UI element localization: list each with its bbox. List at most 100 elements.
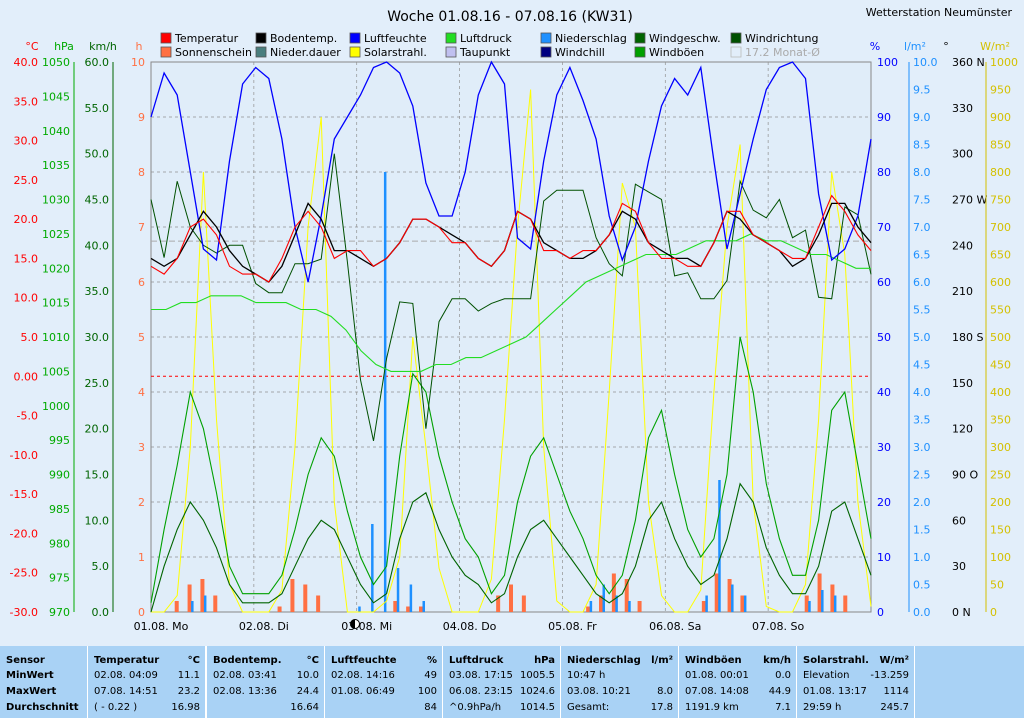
- axis-unit--right: °: [943, 40, 949, 53]
- station-name: Wetterstation Neumünster: [866, 6, 1013, 19]
- y-tick-label: 25.0: [14, 174, 39, 187]
- summary-max-time: 03.08. 10:21: [567, 686, 631, 697]
- sunshine-bar: [509, 584, 513, 612]
- y-tick-label: 950: [990, 84, 1011, 97]
- y-tick-label: 25.0: [85, 377, 110, 390]
- y-tick-label: 0 N: [952, 606, 971, 619]
- legend-label: Windböen: [649, 46, 704, 59]
- weather-chart: °C40.035.030.025.020.015.010.05.00.00-5.…: [10, 6, 1018, 633]
- y-tick-label: 975: [49, 572, 70, 585]
- y-tick-label: 7.5: [913, 194, 931, 207]
- sunshine-bar: [740, 595, 745, 612]
- y-tick-label: 90 O: [952, 469, 978, 482]
- y-tick-label: 5.5: [913, 304, 931, 317]
- y-tick-label: 750: [990, 194, 1011, 207]
- y-tick-label: 5.0: [21, 331, 39, 344]
- y-tick-label: 0.0: [913, 606, 931, 619]
- y-tick-label: 300: [990, 441, 1011, 454]
- sunshine-bar: [200, 579, 205, 612]
- legend-swatch: [160, 32, 172, 44]
- y-tick-label: 20: [877, 496, 891, 509]
- y-tick-label: 1.0: [913, 551, 931, 564]
- y-tick-label: 1030: [42, 194, 70, 207]
- summary-avg-value: 84: [424, 702, 437, 713]
- sunshine-bar: [496, 595, 501, 612]
- y-tick-label: 150: [952, 377, 973, 390]
- y-tick-label: 9.5: [913, 84, 931, 97]
- y-tick-label: 120: [952, 423, 973, 436]
- y-tick-label: 15.0: [14, 252, 39, 265]
- legend-label: Nieder.dauer: [270, 46, 341, 59]
- summary-max-value: 44.9: [768, 686, 791, 697]
- summary-table: Sensor MinWert MaxWert Durchschnitt Temperat…: [0, 646, 1024, 718]
- precipitation-bar: [628, 601, 631, 612]
- summary-avg-note: ^0.9hPa/h: [449, 702, 502, 713]
- summary-min-value: -13.259: [870, 670, 909, 681]
- legend-swatch: [445, 32, 457, 44]
- legend-swatch: [255, 32, 267, 44]
- y-tick-label: 6: [138, 276, 145, 289]
- summary-col-temperatur: Temperatur °C 02.08. 04:09 11.1 07.08. 14:51…: [88, 646, 206, 718]
- summary-min-time: 10:47 h: [567, 670, 606, 681]
- summary-col-windb-en: Windböen km/h 01.08. 00:01 0.0 07.08. 14:08 4…: [679, 646, 797, 718]
- luftdruck-line: [151, 233, 871, 372]
- axis-unit-w-m-right: W/m²: [980, 40, 1010, 53]
- summary-max-time: 02.08. 13:36: [213, 686, 277, 697]
- precipitation-bar: [718, 480, 721, 612]
- summary-row-labels: Sensor MinWert MaxWert Durchschnitt: [0, 646, 88, 718]
- y-tick-label: 200: [990, 496, 1011, 509]
- sunshine-bar: [521, 595, 526, 612]
- y-tick-label: 55.0: [85, 102, 110, 115]
- summary-avg-value: 7.1: [775, 702, 791, 713]
- y-tick-label: 700: [990, 221, 1011, 234]
- summary-col-title: Luftdruck: [449, 655, 504, 666]
- y-tick-label: 9: [138, 111, 145, 124]
- legend-label: Windgeschw.: [649, 32, 721, 45]
- y-tick-label: 550: [990, 304, 1011, 317]
- y-tick-label: 70: [877, 221, 891, 234]
- y-tick-label: 90: [877, 111, 891, 124]
- y-tick-label: 270 W: [952, 194, 987, 207]
- y-tick-label: 30: [952, 560, 966, 573]
- y-tick-label: 1035: [42, 159, 70, 172]
- precipitation-bar: [808, 601, 811, 612]
- y-tick-label: 45.0: [85, 194, 110, 207]
- y-tick-label: 850: [990, 139, 1011, 152]
- x-tick-label: 07.08. So: [752, 620, 804, 633]
- y-tick-label: -15.0: [10, 488, 38, 501]
- y-tick-label: 970: [49, 606, 70, 619]
- y-tick-label: 4.5: [913, 359, 931, 372]
- y-tick-label: 8.5: [913, 139, 931, 152]
- sunshine-bar: [637, 601, 642, 612]
- y-tick-label: 150: [990, 524, 1011, 537]
- y-tick-label: 10: [131, 56, 145, 69]
- y-tick-label: 5.0: [92, 560, 110, 573]
- y-tick-label: 15.0: [85, 469, 110, 482]
- y-tick-label: 3.0: [913, 441, 931, 454]
- sunshine-bar: [727, 579, 732, 612]
- y-tick-label: 985: [49, 503, 70, 516]
- y-tick-label: 250: [990, 469, 1011, 482]
- summary-col-unit: km/h: [763, 655, 791, 666]
- sunshine-bar: [213, 595, 218, 612]
- legend-swatch: [540, 46, 552, 58]
- y-tick-label: 1040: [42, 125, 70, 138]
- y-tick-label: 8: [138, 166, 145, 179]
- summary-avg-note: 1191.9 km: [685, 702, 739, 713]
- y-tick-label: 0.5: [913, 579, 931, 592]
- summary-min-time: 02.08. 03:41: [213, 670, 277, 681]
- summary-col-solarstrahl: Solarstrahl. W/m² Elevation -13.259 01.08. 1…: [797, 646, 915, 718]
- moon-icon: [350, 619, 360, 629]
- y-tick-label: 0.0: [92, 606, 110, 619]
- x-tick-label: 04.08. Do: [443, 620, 497, 633]
- sunshine-bar: [701, 601, 706, 612]
- y-tick-label: 40.0: [85, 239, 110, 252]
- summary-label-min: MinWert: [6, 670, 54, 681]
- legend-label: Solarstrahl.: [364, 46, 427, 59]
- y-tick-label: 995: [49, 434, 70, 447]
- y-tick-label: 1025: [42, 228, 70, 241]
- summary-header-sensor: Sensor: [6, 655, 45, 666]
- sunshine-bar: [804, 595, 809, 612]
- y-tick-label: 0: [877, 606, 884, 619]
